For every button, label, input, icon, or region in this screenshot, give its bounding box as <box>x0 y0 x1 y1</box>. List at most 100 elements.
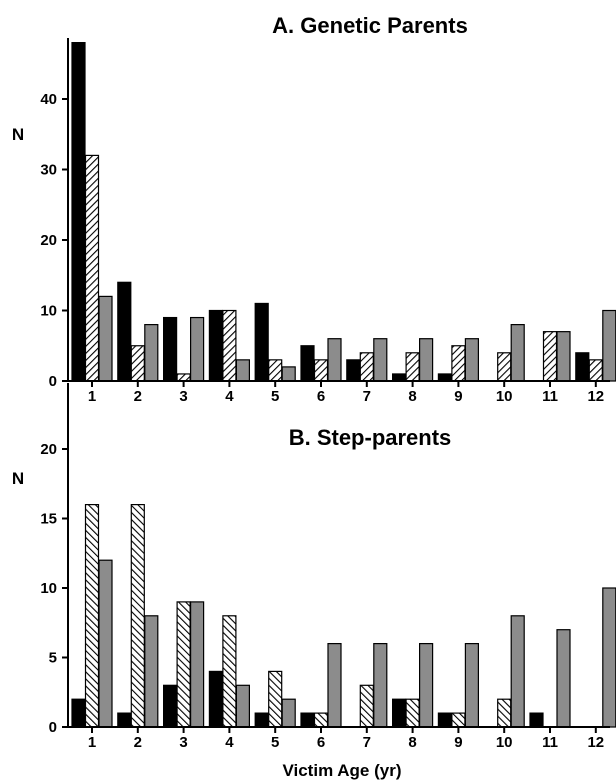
panel-b-bar-hatched-4 <box>222 615 237 728</box>
panel-b-bar-solid-black-3 <box>163 684 178 728</box>
panel-b-bar-solid-gray-10 <box>510 615 525 728</box>
panel-b-y-tick-label: 10 <box>40 580 57 597</box>
panel-a-bar-hatched-5 <box>268 359 283 382</box>
panel-a-bar-solid-black-12 <box>575 352 590 382</box>
panel-b-bar-hatched-2 <box>130 504 145 728</box>
panel-a-y-tick-label: 40 <box>40 91 57 108</box>
panel-a-bar-hatched-2 <box>130 345 145 382</box>
panel-b-bar-solid-gray-3 <box>190 601 205 728</box>
panel-a-bar-hatched-10 <box>497 352 512 382</box>
panel-b-bar-hatched-8 <box>405 698 420 728</box>
panel-b-bar-solid-gray-6 <box>327 642 342 728</box>
panel-b-y-tick-label: 0 <box>49 719 57 736</box>
panel-b-y-label: N <box>12 469 24 488</box>
panel-a-bar-solid-black-9 <box>437 373 452 382</box>
panel-a-x-tick-label: 3 <box>179 388 187 405</box>
panel-b-x-tick-label: 6 <box>317 734 325 751</box>
panel-b-x-tick-label: 10 <box>496 734 513 751</box>
panel-a-bars <box>71 41 616 382</box>
panel-a-y-tick-label: 0 <box>49 373 57 390</box>
panel-a-title: A. Genetic Parents <box>272 13 468 38</box>
panel-a-bar-hatched-7 <box>359 352 374 382</box>
panel-a-x-tick-label: 12 <box>587 388 604 405</box>
panel-b-bar-hatched-5 <box>268 670 283 728</box>
panel-a-bar-solid-black-8 <box>392 373 407 382</box>
panel-a-x-tick-label: 7 <box>363 388 371 405</box>
panel-a-bar-solid-gray-7 <box>373 338 388 382</box>
panel-b-x-tick-label: 11 <box>542 734 558 751</box>
panel-b-y-tick-label: 5 <box>49 650 57 667</box>
panel-b-x-tick-label: 2 <box>134 734 142 751</box>
panel-b-bar-solid-gray-8 <box>419 642 434 728</box>
panel-b-bar-hatched-10 <box>497 698 512 728</box>
panel-b-bars <box>71 504 616 728</box>
panel-a-bar-solid-gray-2 <box>144 324 159 382</box>
panel-b-bar-hatched-3 <box>176 601 191 728</box>
panel-b-x-tick-label: 12 <box>587 734 604 751</box>
panel-a-bar-solid-gray-1 <box>98 295 113 382</box>
panel-a-bar-hatched-9 <box>451 345 466 382</box>
panel-a-x-tick-label: 10 <box>496 388 513 405</box>
panel-b-x-tick-label: 9 <box>454 734 462 751</box>
panel-a-bar-solid-black-1 <box>71 41 86 382</box>
panel-b-bar-solid-gray-1 <box>98 559 113 728</box>
panel-a-x-tick-label: 8 <box>408 388 416 405</box>
panel-a-bar-solid-gray-5 <box>281 366 296 382</box>
panel-a-y-tick-label: 20 <box>40 232 57 249</box>
panel-b-bar-solid-black-2 <box>117 712 132 728</box>
panel-a-x-tick-label: 11 <box>542 388 558 405</box>
panel-b-y-tick-label: 20 <box>40 441 57 458</box>
panel-b-bar-solid-black-5 <box>254 712 269 728</box>
panel-a-bar-solid-gray-9 <box>464 338 479 382</box>
panel-a-bar-solid-gray-4 <box>235 359 250 382</box>
panel-b-bar-solid-black-1 <box>71 698 86 728</box>
panel-b-x-tick-label: 4 <box>225 734 234 751</box>
panel-b-bar-solid-gray-5 <box>281 698 296 728</box>
panel-a-y-tick-label: 30 <box>40 162 57 179</box>
panel-b-bar-solid-black-8 <box>392 698 407 728</box>
panel-a-bar-solid-gray-3 <box>190 316 205 382</box>
panel-a-y-label: N <box>12 125 24 144</box>
panel-a-x-tick-label: 4 <box>225 388 234 405</box>
panel-b-bar-solid-black-4 <box>208 670 223 728</box>
panel-a-bar-solid-black-7 <box>346 359 361 382</box>
panel-step-parents: B. Step-parents N 0 5 10 15 20 1 2 3 4 5 6 7 8 9 10 11 1… <box>12 383 616 780</box>
panel-a-bar-hatched-8 <box>405 352 420 382</box>
panel-a-bar-solid-black-6 <box>300 345 315 382</box>
panel-b-bar-hatched-6 <box>313 712 329 728</box>
panel-b-bar-solid-gray-11 <box>556 629 571 728</box>
panel-b-bar-solid-gray-4 <box>235 684 250 728</box>
panel-a-bar-solid-black-4 <box>208 309 223 382</box>
panel-b-x-tick-label: 5 <box>271 734 279 751</box>
panel-a-x-tick-label: 2 <box>134 388 142 405</box>
panel-b-x-tick-label: 7 <box>363 734 371 751</box>
panel-a-bar-solid-black-3 <box>163 316 178 382</box>
panel-a-bar-hatched-1 <box>84 154 100 382</box>
panel-b-y-tick-label: 15 <box>40 511 57 528</box>
panel-b-bar-solid-gray-2 <box>144 615 159 728</box>
panel-a-bar-solid-black-5 <box>254 302 269 382</box>
panel-a-bar-solid-gray-10 <box>510 324 525 382</box>
panel-b-title: B. Step-parents <box>289 425 452 450</box>
panel-a-bar-solid-gray-6 <box>327 338 342 382</box>
panel-b-bar-solid-black-9 <box>437 712 452 728</box>
panel-b-bar-solid-gray-12 <box>602 587 616 728</box>
panel-a-bar-hatched-11 <box>542 331 558 382</box>
panel-b-bar-hatched-1 <box>84 504 100 728</box>
x-axis-label: Victim Age (yr) <box>282 761 401 780</box>
panel-b-bar-solid-gray-9 <box>464 642 479 728</box>
panel-a-bar-solid-gray-12 <box>602 309 616 382</box>
panel-a-y-tick-label: 10 <box>40 303 57 320</box>
panel-a-x-tick-label: 6 <box>317 388 325 405</box>
panel-b-bar-solid-black-11 <box>529 712 544 728</box>
panel-a-x-tick-label: 9 <box>454 388 462 405</box>
panel-a-bar-solid-gray-11 <box>556 331 571 382</box>
panel-a-bar-hatched-6 <box>313 359 329 382</box>
panel-a-bar-hatched-4 <box>222 309 237 382</box>
panel-b-bar-solid-gray-7 <box>373 642 388 728</box>
panel-b-bar-solid-black-6 <box>300 712 315 728</box>
panel-b-bar-hatched-7 <box>359 684 374 728</box>
